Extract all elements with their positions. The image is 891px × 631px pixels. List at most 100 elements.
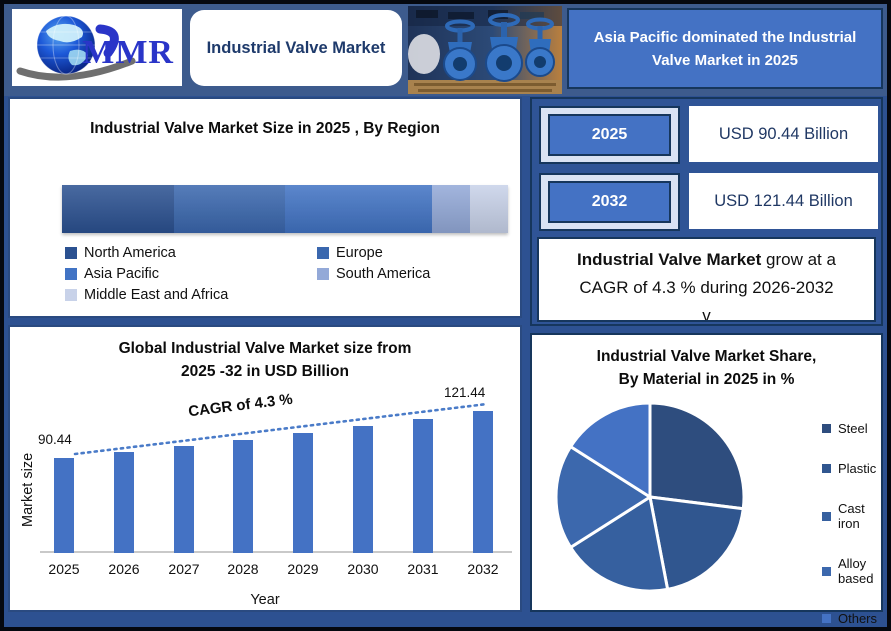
year-label: 2032 [591, 193, 628, 210]
stacked-segment [285, 185, 433, 233]
bar-2025 [54, 458, 74, 553]
growth-chart-panel: Global Industrial Valve Market size from… [8, 325, 522, 612]
cagr-note-line2: CAGR of 4.3 % during 2026-2032 [579, 278, 834, 297]
region-panel-title: Industrial Valve Market Size in 2025 , B… [90, 120, 440, 137]
banner-line2: Valve Market in 2025 [652, 51, 798, 69]
region-legend-item: Europe [317, 245, 505, 261]
x-tick-label: 2027 [168, 561, 200, 577]
region-legend-label: Middle East and Africa [84, 287, 229, 303]
pie-legend-label: Plastic [838, 461, 877, 476]
region-legend-swatch [65, 247, 77, 259]
pie-slice-alloy-based [554, 445, 652, 549]
banner-asia-pacific: Asia Pacific dominated the Industrial Va… [567, 8, 883, 89]
valve-icon [525, 17, 555, 77]
cagr-annotation: CAGR of 4.3 % [187, 390, 294, 421]
report-title-box: Industrial Valve Market [190, 10, 402, 86]
region-legend-item: South America [317, 266, 505, 282]
x-tick-label: 2028 [227, 561, 259, 577]
cagr-note-rest: grow at a [761, 250, 836, 269]
bar-2031 [413, 419, 433, 553]
pie-title-line2: By Material in 2025 in % [618, 371, 795, 389]
pie-legend-swatch [822, 614, 831, 623]
banner-line1: Asia Pacific dominated the Industrial [593, 28, 857, 46]
header: MMR Industrial Valve Market [4, 4, 887, 96]
region-legend: North America Europe Asia Pacific South Ame… [65, 245, 505, 303]
bar-2027 [174, 446, 194, 553]
pie-legend-swatch [822, 464, 831, 473]
value-row-2025: 2025 USD 90.44 Billion [539, 106, 878, 164]
region-legend-item: North America [65, 245, 317, 261]
x-tick-label: 2032 [467, 561, 499, 577]
region-legend-label: North America [84, 245, 176, 261]
pie-legend: Steel Plastic Cast iron Alloy based Others [822, 421, 881, 626]
cagr-note-line1: Industrial Valve Market grow at a [539, 246, 874, 274]
logo-wordmark: MMR [82, 34, 174, 71]
pie-slice-others [569, 401, 652, 499]
pie-legend-label: Others [838, 611, 878, 626]
pie-slice-steel [648, 401, 746, 511]
year-box-2032: 2032 [548, 181, 671, 223]
region-panel: Industrial Valve Market Size in 2025 , B… [8, 97, 522, 318]
y-axis-label: Market size [20, 452, 36, 528]
region-legend-label: South America [336, 266, 431, 282]
value-label-first: 90.44 [38, 432, 72, 447]
bar-2026 [114, 452, 134, 553]
pie-legend-label: Steel [838, 421, 868, 436]
region-legend-label: Europe [336, 245, 383, 261]
bar-2032 [473, 411, 493, 553]
cagr-note-line3: v [702, 306, 711, 322]
year-label: 2025 [591, 126, 628, 143]
pie-legend-item: Plastic [822, 461, 881, 476]
pie-slice-plastic [648, 495, 745, 591]
cagr-note-box: Industrial Valve Market grow at a CAGR o… [537, 237, 876, 322]
value-label-last: 121.44 [444, 385, 486, 400]
pie-legend-item: Alloy based [822, 556, 881, 586]
region-stacked-bar [62, 185, 508, 233]
value-text: USD 121.44 Billion [714, 191, 853, 210]
pie-title-line1: Industrial Valve Market Share, [596, 348, 817, 365]
year-box-2025: 2025 [548, 114, 671, 156]
region-legend-item: Middle East and Africa [65, 287, 317, 303]
growth-title-line2: 2025 -32 in USD Billion [181, 363, 349, 381]
pie-legend-item: Steel [822, 421, 881, 436]
region-legend-swatch [317, 268, 329, 280]
x-tick-label: 2030 [347, 561, 379, 577]
page-frame: MMR Industrial Valve Market [4, 4, 887, 627]
report-title: Industrial Valve Market [206, 38, 386, 57]
globe-icon [16, 15, 136, 81]
mmr-logo: MMR [12, 9, 182, 86]
bar-2029 [293, 433, 313, 553]
region-legend-swatch [65, 268, 77, 280]
x-axis-label: Year [250, 592, 280, 608]
value-text: USD 90.44 Billion [718, 124, 849, 143]
x-tick-label: 2025 [48, 561, 80, 577]
pie-legend-item: Others [822, 611, 881, 626]
pie-panel: Industrial Valve Market Share, By Materi… [530, 333, 883, 626]
pie-slice-cast-iron [569, 495, 670, 593]
x-tick-label: 2026 [108, 561, 140, 577]
value-box-2032: USD 121.44 Billion [689, 173, 878, 229]
pie-legend-swatch [822, 424, 831, 433]
pie-legend-label: Cast iron [838, 501, 865, 531]
stacked-segment [432, 185, 471, 233]
growth-chart-area: 90.44 121.44 CAGR of 4.3 % 2025 2026 2027 2… [38, 385, 512, 577]
region-legend-swatch [317, 247, 329, 259]
bar-2028 [233, 440, 253, 553]
pie-legend-swatch [822, 511, 831, 521]
growth-title-line1: Global Industrial Valve Market size from [118, 340, 412, 357]
value-box-2025: USD 90.44 Billion [689, 106, 878, 162]
value-row-2032: 2032 USD 121.44 Billion [539, 173, 878, 231]
cagr-note-bold: Industrial Valve Market [577, 250, 762, 269]
stacked-segment [470, 185, 508, 233]
pie-legend-swatch [822, 566, 831, 576]
stacked-segment [62, 185, 174, 233]
values-panel: 2025 USD 90.44 Billion 2032 USD 121.44 B… [530, 97, 883, 326]
x-tick-label: 2029 [287, 561, 319, 577]
region-legend-item: Asia Pacific [65, 266, 317, 282]
stacked-segment [173, 185, 285, 233]
bar-2030 [353, 426, 373, 553]
valve-icon [443, 19, 477, 81]
pie-legend-label: Alloy based [838, 556, 874, 586]
region-legend-swatch [65, 289, 77, 301]
valve-icon [485, 13, 523, 82]
